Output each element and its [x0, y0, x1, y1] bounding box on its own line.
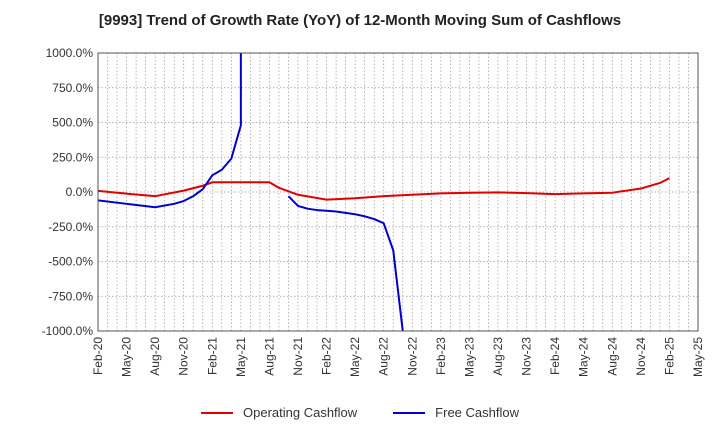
y-tick-label: 750.0% — [52, 81, 93, 95]
y-tick-label: 500.0% — [52, 116, 93, 130]
x-tick-label: Feb-20 — [91, 337, 105, 375]
x-tick-label: May-22 — [348, 337, 362, 377]
series-line-operating-cashflow — [98, 177, 670, 201]
legend-item-free-cashflow: Free Cashflow — [393, 405, 519, 420]
y-tick-label: 0.0% — [66, 185, 94, 199]
x-tick-label: Feb-25 — [662, 337, 676, 375]
legend-swatch-operating — [201, 411, 233, 414]
x-tick-label: Feb-21 — [205, 337, 219, 375]
x-tick-label: Nov-23 — [520, 337, 534, 376]
y-tick-label: -750.0% — [48, 289, 93, 303]
x-tick-label: Nov-24 — [634, 337, 648, 376]
x-tick-label: May-25 — [691, 337, 705, 377]
legend-label-operating: Operating Cashflow — [243, 405, 358, 420]
y-axis-ticks: -1000.0% -750.0% -500.0% -250.0% 0.0% 250.0% 5… — [42, 46, 94, 338]
plot-frame — [97, 52, 699, 332]
x-tick-label: Aug-21 — [262, 337, 276, 376]
series-line-free-cashflow — [287, 195, 404, 331]
legend-swatch-free — [393, 411, 426, 414]
legend: Operating Cashflow Free Cashflow — [0, 405, 720, 420]
chart-title: [9993] Trend of Growth Rate (YoY) of 12-… — [98, 12, 622, 29]
legend-label-free: Free Cashflow — [435, 405, 519, 420]
x-tick-label: Aug-24 — [605, 337, 619, 376]
y-tick-label: 250.0% — [52, 150, 93, 164]
x-tick-label: May-24 — [577, 337, 591, 377]
x-tick-label: Nov-21 — [291, 337, 305, 376]
y-tick-label: -500.0% — [48, 255, 93, 269]
x-tick-label: Nov-20 — [177, 337, 191, 376]
y-tick-label: -250.0% — [48, 220, 93, 234]
x-tick-label: Feb-24 — [548, 337, 562, 375]
x-tick-label: May-21 — [234, 337, 248, 377]
legend-item-operating-cashflow: Operating Cashflow — [201, 405, 357, 420]
grid-lines — [98, 53, 698, 331]
series-line-free-cashflow — [98, 53, 242, 209]
x-tick-label: Feb-22 — [320, 337, 334, 375]
x-tick-label: Aug-22 — [377, 337, 391, 376]
x-tick-label: May-20 — [120, 337, 134, 377]
x-tick-label: May-23 — [462, 337, 476, 377]
x-axis-ticks: Feb-20 May-20 Aug-20 Nov-20 Feb-21 May-21 Aug-… — [91, 337, 705, 377]
x-tick-label: Aug-23 — [491, 337, 505, 376]
x-tick-label: Aug-20 — [148, 337, 162, 376]
x-tick-label: Feb-23 — [434, 337, 448, 375]
y-tick-label: 1000.0% — [46, 46, 94, 60]
series-layer — [98, 53, 670, 331]
y-tick-label: -1000.0% — [42, 324, 94, 338]
x-tick-label: Nov-22 — [405, 337, 419, 376]
